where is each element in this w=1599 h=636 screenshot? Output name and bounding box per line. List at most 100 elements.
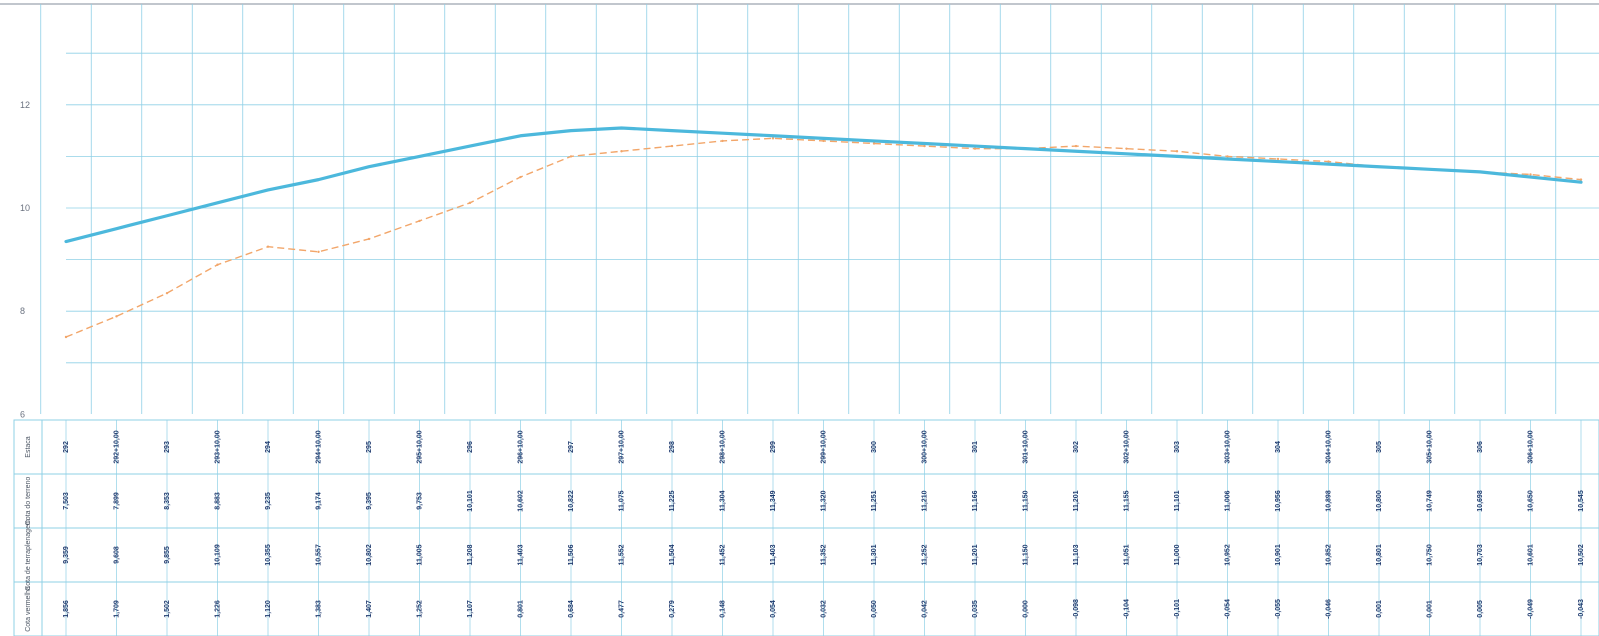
table-cell: 9,359 [63, 546, 70, 564]
terrain-point [620, 150, 623, 153]
table-cell: 0,035 [972, 600, 979, 618]
table-cell: 10,557 [316, 544, 323, 566]
table-cell: 297+10,00 [619, 430, 626, 463]
table-cell: 0,279 [669, 600, 676, 618]
table-cell: 299 [770, 441, 777, 453]
terrain-point [872, 142, 876, 145]
terrain-point [1226, 155, 1229, 158]
table-cell: 1,107 [467, 600, 474, 618]
table-cell: 10,956 [1275, 490, 1282, 512]
table-cell: 1,252 [417, 600, 424, 618]
table-cell: 10,800 [1376, 490, 1383, 512]
table-cell: 9,855 [164, 546, 171, 564]
table-cell: 301 [972, 441, 979, 453]
table-cell: 9,235 [265, 492, 272, 510]
table-cell: 11,075 [619, 490, 626, 511]
terrain-point [923, 144, 926, 148]
table-cell: -0,046 [1326, 599, 1333, 619]
table-cell: 10,750 [1427, 544, 1434, 566]
table-cell: 11,352 [821, 544, 828, 565]
table-cell: -0,049 [1528, 599, 1535, 619]
table-cell: 299+10,00 [821, 430, 828, 463]
terrain-point [973, 147, 977, 150]
table-cell: 11,506 [568, 544, 575, 565]
table-cell: 298+10,00 [720, 430, 727, 463]
table-cell: 11,403 [770, 544, 777, 565]
terrain-point [569, 155, 573, 158]
table-cell: 306+10,00 [1528, 430, 1535, 463]
table-cell: 0,684 [568, 600, 575, 618]
table-cell: 10,898 [1326, 490, 1333, 512]
table-cell: 11,320 [821, 490, 828, 511]
table-cell: 10,101 [467, 490, 474, 512]
table-cell: -0,043 [1578, 599, 1585, 619]
terrain-point [115, 315, 118, 318]
table-cell: 301+10,00 [1023, 430, 1030, 463]
table-cell: 303 [1174, 441, 1181, 453]
table-cell: 10,109 [215, 544, 222, 566]
table-cell: 293+10,00 [215, 430, 222, 463]
table-cell: 11,301 [871, 544, 878, 565]
table-cell: 11,552 [619, 544, 626, 565]
table-cell: 0,042 [922, 600, 929, 618]
table-cell: 10,545 [1578, 490, 1585, 512]
terrain-point [367, 237, 371, 241]
table-cell: 0,001 [1376, 600, 1383, 618]
table-cell: 8,883 [215, 492, 222, 510]
table-cell: 296 [467, 441, 474, 453]
table-cell: 293 [164, 441, 171, 453]
table-cell: 294+10,00 [316, 430, 323, 463]
table-cell: 10,749 [1427, 490, 1434, 512]
table-cell: 1,407 [366, 600, 373, 618]
table-row-header: Estaca [25, 436, 32, 458]
table-cell: 11,201 [972, 544, 979, 565]
table-cell: 1,709 [114, 600, 121, 618]
terrain-point [1125, 147, 1128, 150]
table-cell: 7,899 [114, 492, 121, 510]
table-cell: 0,032 [821, 600, 828, 618]
table-cell: 11,349 [770, 490, 777, 511]
terrain-point [519, 175, 522, 179]
table-cell: -0,098 [1073, 599, 1080, 619]
table-cell: -0,054 [1225, 599, 1232, 619]
terrain-point [216, 263, 219, 266]
table-cell: 0,801 [518, 600, 525, 618]
table-cell: 300 [871, 441, 878, 453]
table-cell: 11,252 [922, 544, 929, 565]
terrain-point [1327, 160, 1330, 163]
terrain-point [418, 219, 421, 223]
table-cell: 11,101 [1174, 490, 1181, 511]
table-cell: 296+10,00 [518, 430, 525, 463]
terrain-point [1276, 157, 1280, 161]
table-cell: 10,802 [366, 544, 373, 566]
table-cell: 292+10,00 [114, 430, 121, 463]
table-cell: 0,000 [1023, 600, 1030, 618]
terrain-point [468, 201, 472, 205]
table-cell: 10,602 [518, 490, 525, 512]
table-cell: 7,503 [63, 492, 70, 510]
table-cell: 0,054 [770, 600, 777, 618]
terrain-point [1074, 144, 1078, 148]
table-cell: -0,104 [1124, 599, 1131, 619]
table-cell: -0,101 [1174, 599, 1181, 619]
table-cell: 11,166 [972, 490, 979, 511]
y-axis-tick-labels: 6 8 10 12 [20, 100, 30, 420]
y-tick-label: 6 [20, 409, 25, 419]
table-cell: 10,901 [1275, 544, 1282, 566]
table-cell: 1,856 [63, 600, 70, 618]
table-cell: 0,477 [619, 600, 626, 618]
table-cell: 10,355 [265, 544, 272, 566]
table-cell: 0,148 [720, 600, 727, 618]
table-cell: 10,822 [568, 490, 575, 512]
terrain-point [670, 144, 674, 148]
table-cell: 0,050 [871, 600, 878, 618]
table-cell: 11,201 [1073, 490, 1080, 511]
table-cell: 11,304 [720, 490, 727, 511]
table-cell: 0,005 [1477, 600, 1484, 618]
table-cell: 11,504 [669, 544, 676, 565]
table-cell: 295+10,00 [417, 430, 424, 463]
table-cell: 1,383 [316, 600, 323, 618]
terrain-point [266, 245, 270, 248]
table-cell: 9,395 [366, 492, 373, 510]
